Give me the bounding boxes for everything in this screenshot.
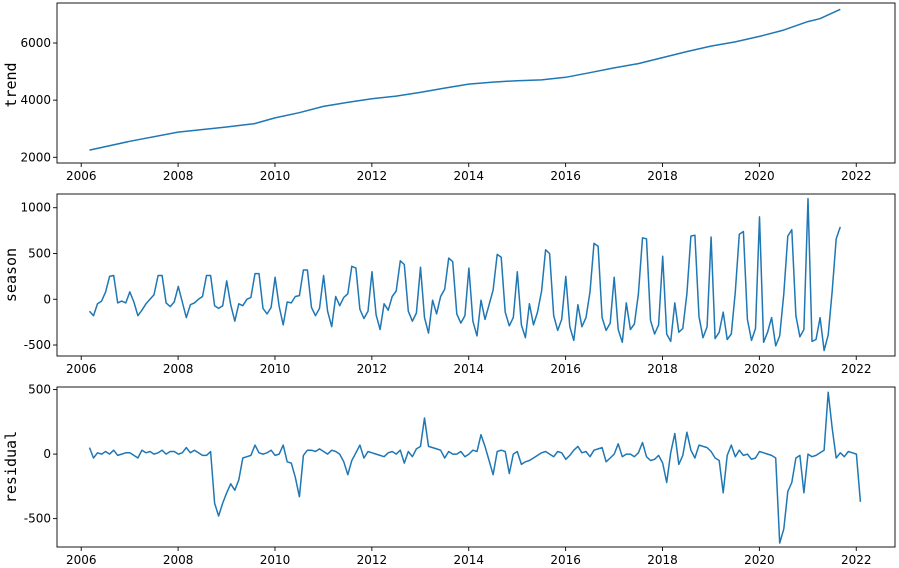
x-tick-label: 2018 — [647, 169, 678, 183]
y-tick-label: -500 — [24, 512, 51, 526]
ylabel-trend: trend — [2, 62, 20, 107]
x-tick-label: 2006 — [66, 553, 97, 567]
x-tick-label: 2020 — [744, 553, 775, 567]
x-tick-label: 2008 — [163, 169, 194, 183]
y-tick-label: 6000 — [20, 36, 51, 50]
x-tick-label: 2016 — [550, 553, 581, 567]
x-tick-label: 2020 — [744, 169, 775, 183]
x-tick-label: 2008 — [163, 553, 194, 567]
x-tick-label: 2022 — [841, 169, 872, 183]
x-tick-label: 2022 — [841, 362, 872, 376]
panel-season: 2006 2008 2010 2012 2014 2016 2018 2020 2022 -500… — [20, 193, 896, 376]
x-tick-label: 2012 — [357, 169, 388, 183]
x-tick-label: 2008 — [163, 362, 194, 376]
axes-frame-trend — [56, 2, 896, 164]
y-tick-label: 0 — [43, 292, 51, 306]
panel-residual: 2006 2008 2010 2012 2014 2016 2018 2020 2022 -500… — [24, 383, 896, 567]
ylabel-residual: residual — [2, 431, 20, 503]
y-tick-label: 0 — [43, 447, 51, 461]
x-tick-label: 2010 — [260, 553, 291, 567]
y-tick-label: 500 — [28, 383, 51, 397]
series-line-residual — [88, 391, 862, 544]
x-tick-label: 2016 — [550, 169, 581, 183]
panel-trend: 2006 2008 2010 2012 2014 2016 2018 2020 2022 2000… — [20, 2, 896, 183]
y-tick-label: 500 — [28, 246, 51, 260]
axes-frame-season — [56, 193, 896, 357]
series-line-trend — [89, 8, 841, 151]
y-tick-label: 1000 — [20, 201, 51, 215]
x-tick-label: 2006 — [66, 362, 97, 376]
x-tick-label: 2006 — [66, 169, 97, 183]
axes-frame-residual — [56, 386, 896, 548]
series-line-season — [88, 197, 842, 352]
x-tick-label: 2014 — [453, 553, 484, 567]
y-tick-label: 2000 — [20, 150, 51, 164]
x-tick-label: 2016 — [550, 362, 581, 376]
x-tick-label: 2014 — [453, 169, 484, 183]
x-tick-label: 2022 — [841, 553, 872, 567]
ylabel-season: season — [2, 248, 20, 302]
x-tick-label: 2012 — [357, 553, 388, 567]
x-tick-label: 2014 — [453, 362, 484, 376]
x-tick-label: 2018 — [647, 553, 678, 567]
x-tick-label: 2010 — [260, 169, 291, 183]
y-tick-label: -500 — [24, 338, 51, 352]
x-tick-label: 2018 — [647, 362, 678, 376]
x-tick-label: 2012 — [357, 362, 388, 376]
x-tick-label: 2020 — [744, 362, 775, 376]
y-tick-label: 4000 — [20, 93, 51, 107]
x-tick-label: 2010 — [260, 362, 291, 376]
